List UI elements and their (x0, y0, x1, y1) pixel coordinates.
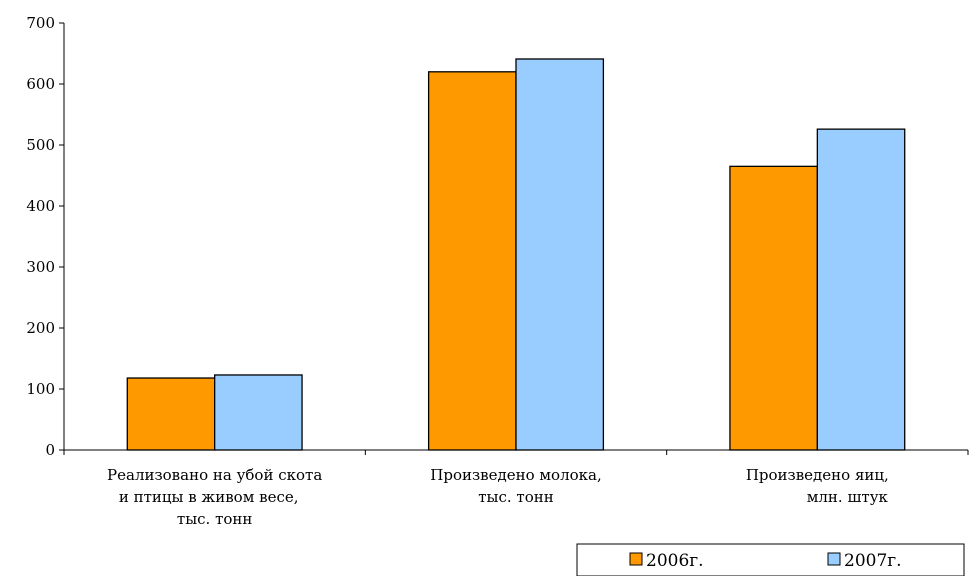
category-labels: Реализовано на убой скота и птицы в живом… (107, 466, 889, 528)
y-tick-label: 700 (26, 14, 55, 32)
y-tick-label: 100 (26, 380, 55, 398)
category-label: млн. штук (807, 488, 889, 506)
y-tick-label: 500 (26, 136, 55, 154)
y-axis: 0 100 200 300 400 500 600 700 (26, 14, 65, 459)
y-tick-label: 0 (45, 441, 55, 459)
bars (126, 58, 906, 451)
category-label: и птицы в живом весе, (119, 488, 299, 506)
legend-label: 2006г. (646, 551, 704, 571)
y-tick-label: 200 (26, 319, 55, 337)
category-label: Реализовано на убой скота (107, 466, 322, 484)
legend-swatch (827, 552, 841, 566)
bar-2006-1 (427, 71, 517, 451)
bar-2006-2 (729, 165, 818, 451)
bar-2006-0 (126, 377, 216, 451)
category-label: Произведено молока, (430, 466, 601, 484)
legend: 2006г. 2007г. (576, 543, 965, 576)
bar-2007-2 (816, 128, 906, 451)
category-label: тыс. тонн (177, 510, 253, 528)
legend-swatch (629, 552, 643, 566)
y-tick-label: 400 (26, 197, 55, 215)
legend-label: 2007г. (844, 551, 902, 571)
category-label: тыс. тонн (478, 488, 554, 506)
category-label: Произведено яиц, (746, 466, 889, 484)
y-tick-label: 600 (26, 75, 55, 93)
bar-2007-0 (214, 374, 303, 451)
bar-2007-1 (515, 58, 605, 451)
y-tick-label: 300 (26, 258, 55, 276)
x-axis (63, 449, 969, 455)
